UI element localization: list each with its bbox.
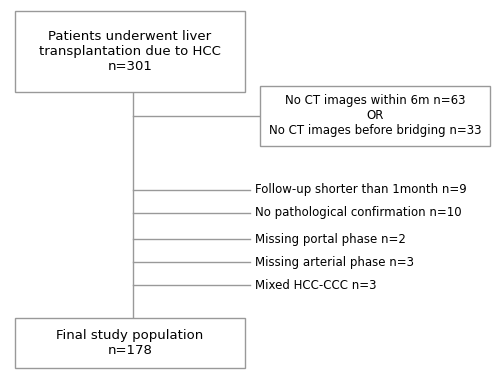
Text: No pathological confirmation n=10: No pathological confirmation n=10	[255, 206, 462, 219]
Text: Follow-up shorter than 1month n=9: Follow-up shorter than 1month n=9	[255, 183, 467, 196]
FancyBboxPatch shape	[15, 11, 245, 92]
Text: Patients underwent liver
transplantation due to HCC
n=301: Patients underwent liver transplantation…	[39, 30, 221, 73]
Text: Missing arterial phase n=3: Missing arterial phase n=3	[255, 256, 414, 269]
Text: Final study population
n=178: Final study population n=178	[56, 329, 204, 357]
Text: Missing portal phase n=2: Missing portal phase n=2	[255, 233, 406, 246]
Text: Mixed HCC-CCC n=3: Mixed HCC-CCC n=3	[255, 279, 376, 292]
Text: No CT images within 6m n=63
OR
No CT images before bridging n=33: No CT images within 6m n=63 OR No CT ima…	[269, 94, 481, 137]
FancyBboxPatch shape	[260, 86, 490, 146]
FancyBboxPatch shape	[15, 318, 245, 368]
